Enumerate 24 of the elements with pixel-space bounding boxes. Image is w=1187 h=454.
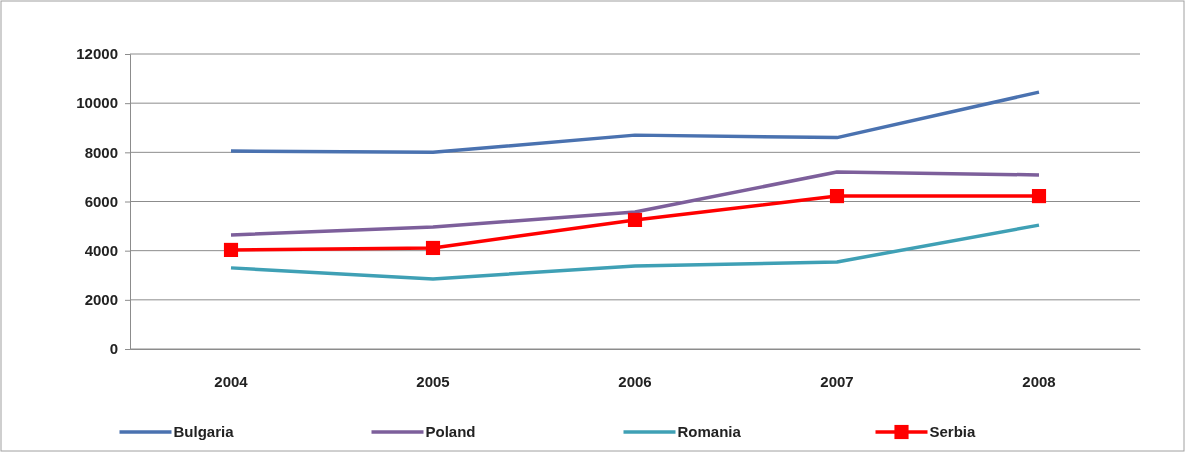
- y-tick-label: 10000: [76, 94, 118, 112]
- y-tick-label: 4000: [84, 241, 118, 259]
- legend-label: Serbia: [929, 423, 977, 440]
- line-series: [229, 90, 1041, 155]
- line-series: [229, 170, 1041, 237]
- y-tick-label: 2000: [84, 291, 118, 309]
- legend-label: Bulgaria: [173, 423, 235, 440]
- x-tick-label: 2004: [214, 372, 249, 390]
- point: [829, 189, 845, 204]
- x-tick-label: 2007: [820, 372, 854, 390]
- line-series: [229, 223, 1041, 281]
- x-tick-label: 2006: [618, 372, 652, 390]
- point: [223, 242, 239, 257]
- y-tick-label: 0: [109, 340, 118, 358]
- y-tick-label: 12000: [76, 45, 118, 63]
- x-tick-label: 2005: [416, 372, 450, 390]
- point: [627, 212, 643, 228]
- y-tick-label: 8000: [84, 143, 118, 161]
- legend-label: Poland: [425, 423, 476, 440]
- y-tick-label: 6000: [84, 192, 118, 210]
- legend-label: Romania: [677, 423, 742, 440]
- point: [425, 240, 441, 256]
- x-tick-label: 2008: [1022, 372, 1056, 390]
- point: [1031, 189, 1047, 204]
